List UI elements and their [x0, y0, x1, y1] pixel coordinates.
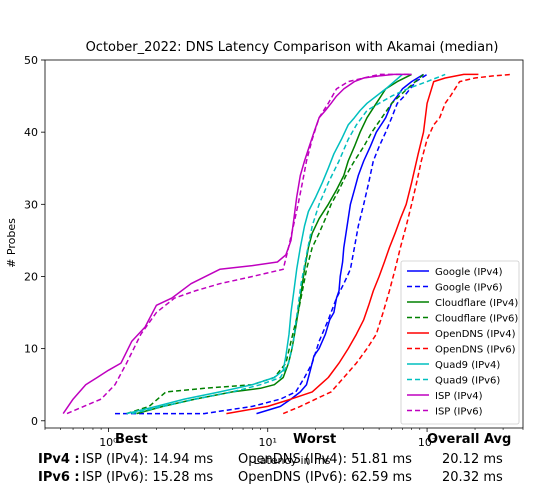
series-line-3 [136, 73, 412, 415]
legend-label: Quad9 (IPv4) [435, 360, 500, 371]
series-line-1 [256, 73, 424, 415]
series-line-5 [226, 73, 479, 415]
series-line-4 [126, 73, 424, 415]
series-line-8 [131, 73, 446, 415]
x-tick-label: 10² [418, 436, 436, 449]
legend-label: ISP (IPv4) [435, 391, 483, 402]
stats-best-value: ISP (IPv6): 15.28 ms [82, 470, 214, 485]
y-tick-label: 50 [24, 54, 38, 67]
x-axis-label: Latency in ms [254, 454, 331, 467]
x-tick-label: 10¹ [259, 436, 277, 449]
plot-area [62, 73, 512, 415]
stats-table: Best Worst Overall Avg IPv4 : ISP (IPv4)… [0, 430, 548, 496]
legend-label: ISP (IPv6) [435, 407, 483, 418]
stats-row-label: IPv6 : [38, 470, 80, 485]
stats-header-avg: Overall Avg [427, 432, 512, 447]
x-tick-label: 10⁰ [99, 436, 118, 449]
series-line-7 [126, 73, 403, 415]
y-axis-label: # Probes [5, 218, 18, 268]
axes-frame [44, 59, 524, 429]
y-tick-label: 10 [24, 343, 38, 356]
legend-label: Quad9 (IPv6) [435, 376, 500, 387]
y-tick-label: 0 [31, 415, 38, 428]
y-tick-label: 30 [24, 198, 38, 211]
series-line-2 [115, 73, 428, 415]
legend-label: Google (IPv6) [435, 283, 503, 294]
legend: Google (IPv4) Google (IPv6) Cloudflare (IP… [400, 260, 520, 425]
legend-box [400, 260, 520, 425]
stats-header-best: Best [115, 432, 148, 447]
stats-row-label: IPv4 : [38, 452, 80, 467]
stats-header-worst: Worst [293, 432, 337, 447]
stats-worst-value: OpenDNS (IPv6): 62.59 ms [238, 470, 412, 485]
stats-best-value: ISP (IPv4): 14.94 ms [82, 452, 214, 467]
legend-label: Cloudflare (IPv4) [435, 298, 518, 309]
y-tick-label: 40 [24, 126, 38, 139]
legend-label: Cloudflare (IPv6) [435, 314, 518, 325]
legend-label: OpenDNS (IPv6) [435, 345, 516, 356]
stats-worst-value: OpenDNS (IPv4): 51.81 ms [238, 452, 412, 467]
stats-avg-value: 20.32 ms [442, 470, 503, 485]
legend-label: OpenDNS (IPv4) [435, 329, 516, 340]
series-line-6 [282, 73, 512, 415]
chart-title: October_2022: DNS Latency Comparison wit… [86, 40, 499, 55]
axes: 0 10 20 30 40 50 10⁰ 10¹ 10² [24, 54, 524, 449]
y-tick-label: 20 [24, 270, 38, 283]
series-line-9 [62, 73, 412, 415]
legend-label: Google (IPv4) [435, 267, 503, 278]
stats-avg-value: 20.12 ms [442, 452, 503, 467]
